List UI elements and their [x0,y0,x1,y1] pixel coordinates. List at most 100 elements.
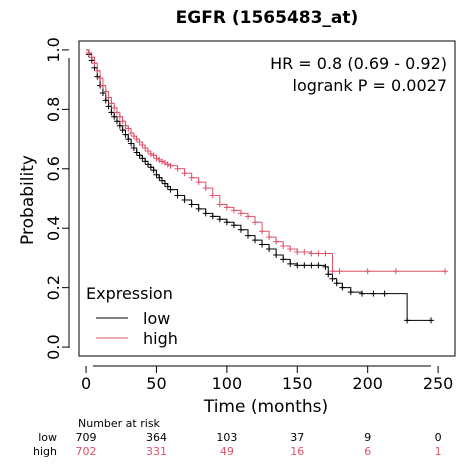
censor-mark-low [108,109,115,116]
censor-mark-low [209,213,216,220]
chart-title: EGFR (1565483_at) [176,8,359,28]
censor-mark-high [244,213,251,220]
censor-mark-low [301,262,308,269]
censor-mark-low [252,237,259,244]
censor-mark-high [153,155,160,162]
x-tick-label: 0 [81,374,91,393]
censor-mark-high [142,144,149,151]
censor-mark-low [161,180,168,187]
censor-mark-low [333,280,340,287]
censor-mark-high [216,201,223,208]
censor-mark-low [339,284,346,291]
censor-mark-high [266,234,273,241]
censor-mark-high [122,122,129,129]
censor-mark-low [216,216,223,223]
censor-mark-high [322,250,329,257]
x-axis: 0 50 100 150 200 250 [81,365,454,393]
censor-marks [85,49,449,324]
censor-mark-low [359,290,366,297]
legend: Expression low high [86,284,178,348]
censor-mark-low [223,219,230,226]
legend-entry-low: low [143,309,170,328]
risk-count-high: 331 [146,445,167,458]
censor-mark-low [230,222,237,229]
censor-mark-low [202,210,209,217]
censor-mark-low [128,140,135,147]
censor-mark-low [139,155,146,162]
risk-count-low: 0 [435,431,442,444]
y-axis: 0.0 0.2 0.4 0.6 0.8 1.0 [44,37,70,360]
censor-mark-high [99,82,106,89]
risk-count-low: 37 [290,431,304,444]
censor-mark-low [119,127,126,134]
censor-mark-low [133,149,140,156]
x-tick-label: 50 [146,374,166,393]
censor-mark-low [116,122,123,129]
censor-mark-high [128,130,135,137]
censor-mark-high [209,192,216,199]
censor-mark-low [102,97,109,104]
censor-mark-high [97,75,104,82]
censor-mark-low [370,290,377,297]
censor-mark-low [147,164,154,171]
censor-mark-low [145,161,152,168]
x-axis-label: Time (months) [203,397,328,417]
censor-mark-low [142,158,149,165]
censor-mark-high [202,185,209,192]
censor-mark-high [139,142,146,149]
y-tick-label: 0.4 [44,215,63,240]
censor-mark-high [259,228,266,235]
risk-count-low: 364 [146,431,167,444]
censor-mark-low [153,171,160,178]
y-tick-label: 0.8 [44,97,63,122]
censor-mark-high [161,159,168,166]
censor-mark-low [315,262,322,269]
censor-mark-low [280,256,287,263]
risk-table: Number at risk low high 709 364 103 37 9 0 702… [33,417,442,458]
risk-count-high: 702 [76,445,97,458]
censor-mark-high [105,94,112,101]
censor-mark-high [280,243,287,250]
censor-mark-high [147,150,154,157]
censor-mark-low [322,263,329,270]
censor-mark-high [301,248,308,255]
censor-mark-low [259,241,266,248]
censor-mark-low [125,136,132,143]
censor-mark-low [111,113,118,120]
censor-mark-low [308,262,315,269]
risk-count-high: 1 [435,445,442,458]
x-tick-label: 250 [423,374,454,393]
censor-mark-high [119,118,126,125]
censor-mark-low [244,232,251,239]
risk-row-label-high: high [33,445,57,458]
risk-count-high: 6 [364,445,371,458]
x-tick-label: 150 [282,374,313,393]
censor-mark-high [150,152,157,159]
censor-mark-low [136,152,143,159]
y-tick-label: 0.0 [44,334,63,359]
censor-mark-low [294,262,301,269]
censor-mark-high [114,109,121,116]
y-tick-label: 0.6 [44,156,63,181]
censor-mark-low [99,90,106,97]
censor-mark-low [325,271,332,278]
censor-mark-high [237,210,244,217]
censor-mark-high [164,161,171,168]
censor-mark-high [287,246,294,253]
censor-mark-low [273,251,280,258]
censor-mark-high [111,104,118,111]
censor-mark-low [122,131,129,138]
censor-mark-high [125,125,132,132]
censor-mark-high [94,67,101,74]
censor-mark-low [188,201,195,208]
censor-mark-low [287,260,294,267]
censor-mark-low [428,317,435,324]
legend-title: Expression [86,284,173,303]
censor-mark-high [136,139,143,146]
censor-mark-high [294,248,301,255]
logrank-annotation: logrank P = 0.0027 [293,76,447,95]
censor-mark-high [442,268,449,275]
censor-mark-high [91,60,98,67]
plot-frame [78,40,456,357]
